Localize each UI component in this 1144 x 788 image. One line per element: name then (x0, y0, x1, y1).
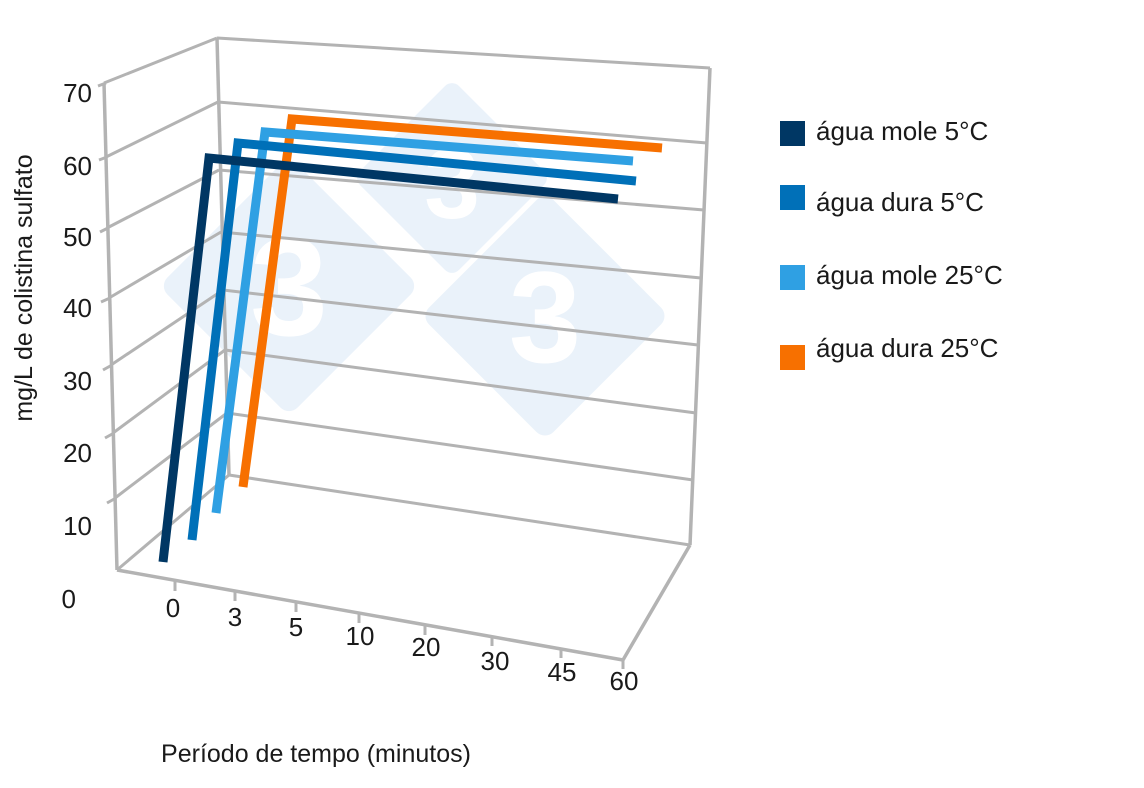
series-agua-mole-25 (211, 127, 634, 514)
y-tick-label: 70 (63, 78, 92, 108)
legend: água mole 5°C água dura 5°C água mole 25… (780, 116, 1003, 370)
legend-swatch (780, 121, 805, 146)
legend-item[interactable]: água mole 5°C (780, 116, 988, 146)
legend-swatch (780, 185, 805, 210)
legend-item[interactable]: água dura 25°C (780, 333, 998, 370)
y-tick-label: 20 (63, 438, 92, 468)
legend-label: água mole 5°C (816, 116, 988, 146)
y-tick-label: 60 (63, 151, 92, 181)
series-agua-dura-25 (238, 114, 663, 488)
x-tick-label: 20 (412, 632, 441, 662)
y-axis-labels: 70 60 50 40 30 20 10 0 (62, 78, 92, 614)
y-axis-title: mg/L de colistina sulfato (10, 154, 38, 421)
series-agua-mole-5 (158, 153, 619, 563)
x-tick-label: 0 (166, 593, 180, 623)
x-tick-label: 5 (289, 612, 303, 642)
y-tick-label: 10 (63, 511, 92, 541)
series-lines (158, 114, 663, 563)
x-tick-label: 45 (548, 657, 577, 687)
legend-label: água dura 25°C (816, 333, 998, 363)
legend-swatch (780, 265, 805, 290)
x-tick-label: 3 (228, 602, 242, 632)
y-tick-label: 40 (63, 293, 92, 323)
legend-swatch (780, 345, 805, 370)
x-axis-title: Período de tempo (minutos) (161, 740, 471, 768)
watermark-glyph: 3 (509, 244, 581, 390)
x-axis (116, 568, 624, 662)
y-tick-label: 0 (62, 584, 76, 614)
x-tick-label: 10 (346, 621, 375, 651)
legend-label: água dura 5°C (816, 187, 984, 217)
back-wall-gridlines (216, 36, 711, 547)
x-tick-label: 60 (610, 666, 639, 696)
y-tick-label: 30 (63, 366, 92, 396)
x-tick-label: 30 (481, 646, 510, 676)
x-axis-labels: 0 3 5 10 20 30 45 60 (166, 593, 639, 696)
y-tick-label: 50 (63, 222, 92, 252)
legend-item[interactable]: água mole 25°C (780, 260, 1003, 290)
series-agua-dura-5 (187, 138, 637, 541)
legend-label: água mole 25°C (816, 260, 1003, 290)
legend-item[interactable]: água dura 5°C (780, 185, 984, 217)
floor-right-edge (621, 544, 692, 661)
chart-frame (102, 37, 712, 662)
x-axis-ticks (173, 580, 625, 669)
left-front-axis (102, 82, 119, 571)
back-right-vertical (688, 67, 712, 546)
y-axis-ticks (97, 81, 117, 505)
